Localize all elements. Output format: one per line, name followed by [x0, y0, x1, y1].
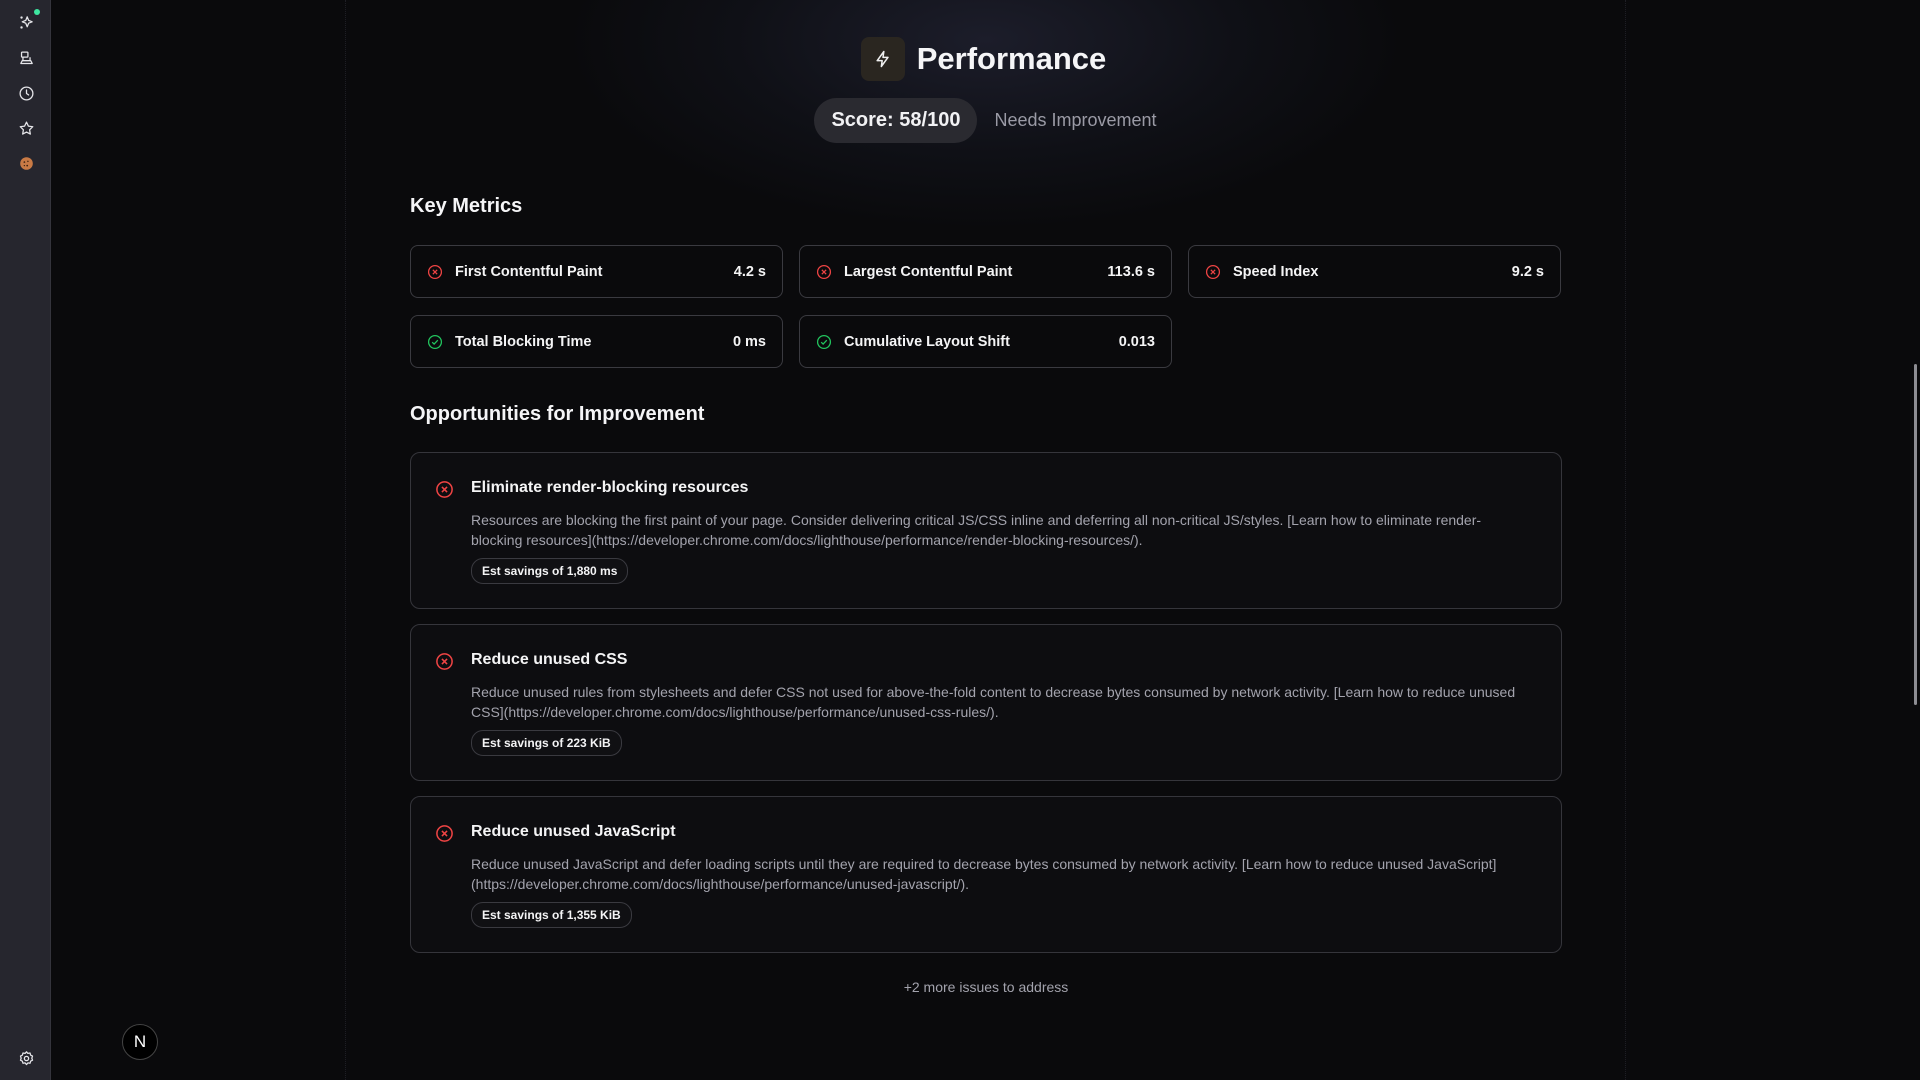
- metric-value: 0.013: [1118, 333, 1155, 350]
- savings-badge: Est savings of 223 KiB: [471, 730, 622, 756]
- opportunity-card[interactable]: Reduce unused CSS Reduce unused rules fro…: [410, 624, 1562, 781]
- x-circle-icon: [427, 264, 443, 280]
- savings-badge: Est savings of 1,880 ms: [471, 558, 629, 584]
- check-circle-icon: [816, 334, 832, 350]
- score-badge: Score: 58/100: [814, 98, 978, 143]
- opportunity-card[interactable]: Reduce unused JavaScript Reduce unused Ja…: [410, 796, 1562, 953]
- metric-label: Largest Contentful Paint: [844, 263, 1013, 280]
- metric-value: 9.2 s: [1511, 263, 1544, 280]
- metric-card: Largest Contentful Paint 113.6 s: [799, 245, 1172, 298]
- metric-card: First Contentful Paint 4.2 s: [410, 245, 783, 298]
- metric-card: Speed Index 9.2 s: [1188, 245, 1561, 298]
- gear-icon[interactable]: [14, 1046, 38, 1070]
- x-circle-icon: [435, 480, 454, 499]
- metric-card: Total Blocking Time 0 ms: [410, 315, 783, 368]
- scrollbar[interactable]: [1914, 364, 1917, 705]
- metric-label: First Contentful Paint: [455, 263, 603, 280]
- sparkles-icon[interactable]: [14, 10, 38, 34]
- page-title: Performance: [916, 41, 1107, 76]
- metric-value: 113.6 s: [1107, 263, 1155, 280]
- main-content: Performance Score: 58/100 Needs Improvem…: [51, 0, 1920, 1080]
- guide-line: [1625, 0, 1626, 1080]
- guide-line: [345, 0, 346, 1080]
- clock-icon[interactable]: [14, 81, 38, 105]
- lightning-icon: [860, 37, 905, 81]
- sidebar: [0, 0, 51, 1080]
- cookie-icon[interactable]: [14, 151, 38, 175]
- opportunities-heading: Opportunities for Improvement: [410, 403, 705, 425]
- metric-value: 4.2 s: [733, 263, 766, 280]
- status-dot: [34, 9, 40, 15]
- opportunity-title: Eliminate render-blocking resources: [471, 479, 749, 496]
- key-metrics-heading: Key Metrics: [410, 195, 523, 217]
- score-row: Score: 58/100 Needs Improvement: [51, 98, 1920, 143]
- metric-label: Speed Index: [1233, 263, 1319, 280]
- status-text: Needs Improvement: [994, 110, 1157, 130]
- x-circle-icon: [1205, 264, 1221, 280]
- star-icon[interactable]: [14, 116, 38, 140]
- x-circle-icon: [816, 264, 832, 280]
- metric-label: Cumulative Layout Shift: [844, 333, 1010, 350]
- metric-value: 0 ms: [732, 333, 766, 350]
- avatar[interactable]: N: [122, 1024, 158, 1060]
- metric-card: Cumulative Layout Shift 0.013: [799, 315, 1172, 368]
- opportunity-description: Reduce unused rules from stylesheets and…: [471, 684, 1516, 720]
- opportunity-description: Resources are blocking the first paint o…: [471, 512, 1482, 548]
- opportunity-title: Reduce unused CSS: [471, 651, 628, 668]
- opportunity-card[interactable]: Eliminate render-blocking resources Resou…: [410, 452, 1562, 609]
- devices-icon[interactable]: [14, 46, 38, 70]
- more-issues-link[interactable]: +2 more issues to address: [903, 979, 1069, 995]
- x-circle-icon: [435, 652, 454, 671]
- metric-label: Total Blocking Time: [455, 333, 592, 350]
- x-circle-icon: [435, 824, 454, 843]
- opportunity-description: Reduce unused JavaScript and defer loadi…: [471, 856, 1497, 892]
- check-circle-icon: [427, 334, 443, 350]
- savings-badge: Est savings of 1,355 KiB: [471, 902, 632, 928]
- opportunity-title: Reduce unused JavaScript: [471, 823, 676, 840]
- page-header: Performance: [49, 37, 1918, 81]
